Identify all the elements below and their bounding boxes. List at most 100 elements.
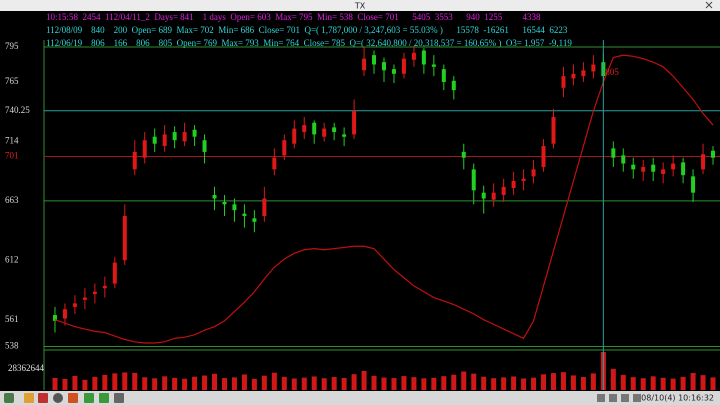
y-tick-label: 714	[5, 135, 19, 145]
candle-body	[401, 58, 406, 74]
candle-body	[292, 128, 297, 144]
candle-body	[192, 129, 197, 137]
candle-body	[681, 162, 686, 176]
header-line: 112/08/09 840 200 Open= 689 Max= 702 Min…	[46, 25, 568, 35]
volume-bar	[182, 378, 188, 390]
volume-bar	[521, 378, 527, 390]
candle-body	[511, 181, 516, 189]
header-line: 112/06/19 806 166 806 805 Open= 769 Max=…	[46, 38, 572, 48]
y-tick-label: 795	[5, 41, 19, 51]
tray-icon[interactable]	[609, 394, 617, 402]
volume-bar	[391, 378, 397, 390]
folder-icon[interactable]	[24, 393, 34, 403]
candle-body	[461, 151, 466, 158]
candle-body	[232, 204, 237, 211]
candle-body	[591, 64, 596, 72]
candle-body	[262, 198, 267, 216]
candle-body	[322, 128, 327, 137]
volume-bar	[401, 376, 407, 390]
candle-body	[382, 62, 386, 71]
candle-body	[661, 169, 666, 175]
volume-bar	[321, 378, 327, 390]
title-bar	[0, 0, 720, 11]
candle-body	[391, 69, 396, 74]
candle-body	[521, 178, 526, 182]
clock: 08/10(4) 10:16:32	[641, 394, 714, 403]
app-icon[interactable]	[38, 393, 48, 403]
candle-body	[62, 309, 67, 319]
volume-bar	[82, 379, 88, 390]
candle-body	[342, 134, 347, 137]
volume-bar	[431, 377, 437, 390]
candle-body	[711, 150, 716, 158]
volume-bar	[531, 377, 537, 390]
volume-bar	[331, 377, 337, 390]
candle-body	[481, 192, 486, 199]
volume-bar	[481, 376, 487, 390]
volume-bar	[590, 373, 596, 390]
candle-body	[501, 186, 506, 195]
volume-bar	[212, 373, 218, 390]
candle-body	[641, 167, 646, 172]
window-title: TX	[354, 2, 366, 11]
tray-icon[interactable]	[597, 394, 605, 402]
candle-body	[72, 303, 77, 307]
candle-body	[282, 140, 287, 156]
candle-body	[621, 155, 626, 164]
y-tick-label: 612	[5, 254, 19, 264]
volume-bar	[471, 373, 477, 390]
tray-icon[interactable]	[633, 394, 641, 402]
volume-bar	[441, 376, 447, 390]
candle-body	[451, 80, 456, 91]
candle-body	[571, 73, 576, 79]
candle-body	[631, 164, 636, 170]
app-icon[interactable]	[114, 393, 124, 403]
volume-bar	[670, 378, 676, 390]
y-tick-label: 561	[5, 314, 19, 324]
app-icon[interactable]	[53, 393, 63, 403]
candle-body	[551, 116, 556, 144]
volume-bar	[361, 370, 367, 390]
candle-body	[152, 136, 157, 144]
volume-bar	[580, 377, 586, 390]
volume-bar	[221, 378, 227, 390]
plot: 795 765 740.25 714 701 663 612 561 538 28362644 80…	[5, 40, 720, 390]
volume-bar	[421, 378, 427, 390]
volume-bar	[271, 372, 277, 390]
taskbar	[0, 391, 720, 405]
candle-body	[112, 262, 117, 284]
candle-body	[541, 146, 546, 168]
volume-bar	[202, 375, 208, 390]
y-tick-label: 663	[5, 195, 19, 205]
app-icon[interactable]	[99, 393, 109, 403]
candle-body	[302, 125, 307, 133]
candle-body	[441, 69, 446, 82]
candle-body	[561, 76, 566, 88]
candle-body	[491, 192, 496, 200]
volume-bar	[381, 377, 387, 390]
candle-body	[362, 58, 367, 71]
candle-body	[671, 163, 676, 170]
app-icon[interactable]	[68, 393, 78, 403]
candle-body	[611, 148, 616, 158]
candle-body	[531, 169, 536, 177]
candle-body	[52, 315, 57, 321]
candle-body	[222, 201, 227, 205]
y-tick-label: 740.25	[5, 105, 30, 115]
candle-body	[431, 64, 436, 67]
volume-bar	[92, 376, 98, 390]
close-button[interactable]	[705, 1, 713, 9]
candle-body	[471, 169, 476, 191]
candle-body	[272, 157, 277, 170]
volume-bar	[122, 372, 128, 390]
candle-body	[421, 50, 426, 65]
volume-bar	[132, 372, 138, 390]
app-icon[interactable]	[84, 393, 94, 403]
start-icon[interactable]	[4, 393, 14, 403]
volume-bar	[261, 375, 267, 390]
volume-bar	[162, 376, 168, 390]
volume-bar	[112, 373, 118, 390]
tray-icon[interactable]	[621, 394, 629, 402]
